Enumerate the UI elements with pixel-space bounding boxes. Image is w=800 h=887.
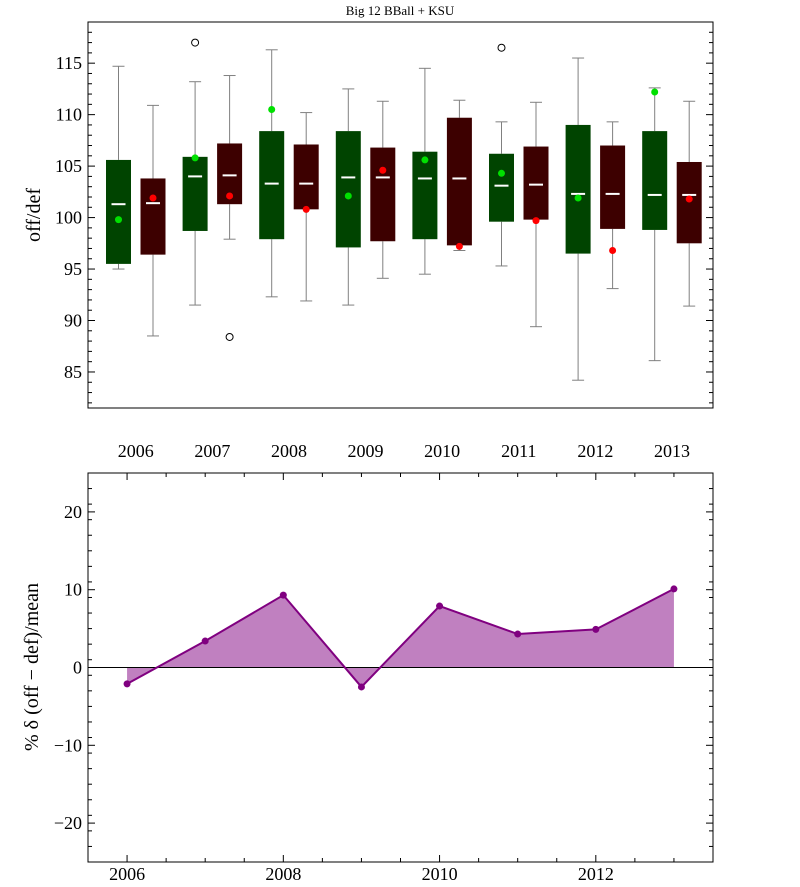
area-panel: −20 −10 0 10 20 2006 2008 2010 2012 % δ (off − d…: [21, 472, 714, 884]
box-body: [370, 147, 396, 242]
box-body: [335, 131, 361, 248]
box-2010-off: [412, 67, 438, 275]
data-point-2006: [123, 680, 131, 688]
outlier-point: [191, 38, 200, 47]
data-point-2011: [514, 630, 522, 638]
box-body: [642, 131, 668, 230]
y-tick-label: 85: [64, 362, 82, 382]
box-2006-off: [106, 65, 131, 270]
boxplot-marks: [106, 38, 702, 381]
x-category-label: 2006: [118, 441, 154, 461]
ksu-point: [115, 216, 122, 224]
box-body: [182, 156, 208, 231]
boxplot-panel: Big 12 BBall + KSU 85 90 95 100 105 110 115 200…: [23, 3, 714, 461]
box-2013-def: [676, 100, 702, 307]
ksu-point: [379, 166, 387, 174]
x-category-label: 2010: [424, 441, 460, 461]
box-body: [489, 153, 514, 222]
x-category-label: 2009: [348, 441, 384, 461]
box-2011-def: [523, 101, 549, 328]
x-category-label: 2011: [501, 441, 536, 461]
ksu-point: [532, 217, 540, 225]
y-tick-label: −20: [54, 813, 82, 833]
box-2007-def: [217, 75, 243, 341]
box-body: [293, 144, 319, 210]
outlier-point: [497, 43, 506, 52]
box-body: [140, 178, 166, 255]
box-body: [412, 151, 438, 240]
x-category-label: 2007: [194, 441, 230, 461]
box-body: [523, 146, 549, 220]
x-category-label: 2008: [271, 441, 307, 461]
ksu-point: [498, 169, 505, 177]
y-tick-label: −10: [54, 735, 82, 755]
x-category-label: 2012: [577, 441, 613, 461]
outlier-point: [225, 332, 234, 341]
data-point-2008: [279, 591, 287, 599]
box-2009-def: [370, 100, 396, 279]
ksu-point: [268, 105, 276, 113]
ksu-point: [651, 88, 659, 96]
x-tick-label: 2012: [578, 864, 614, 882]
area-fill: [127, 588, 674, 687]
y-tick-label: 90: [64, 311, 82, 331]
box-body: [259, 131, 285, 240]
ksu-point: [226, 192, 234, 200]
data-point-2010: [436, 602, 444, 610]
box-2010-def: [446, 99, 472, 252]
y-tick-label: 105: [55, 156, 82, 176]
box-2008-def: [293, 112, 319, 302]
data-point-2013: [670, 585, 678, 593]
ksu-point: [421, 156, 429, 164]
y-tick-label: 20: [64, 502, 82, 522]
box-2006-def: [140, 104, 166, 337]
x-tick-label: 2006: [109, 864, 145, 882]
area-ticks: −20 −10 0 10 20 2006 2008 2010 2012: [54, 473, 714, 884]
box-2007-off: [182, 38, 208, 306]
y-tick-label: 100: [55, 208, 82, 228]
box-2008-off: [259, 49, 285, 298]
x-tick-label: 2008: [265, 864, 301, 882]
ksu-point: [302, 205, 310, 213]
box-2011-off: [489, 43, 514, 267]
area-y-axis-label: % δ (off − def)/mean: [21, 583, 43, 751]
data-point-2007: [201, 637, 209, 645]
ksu-point: [455, 242, 463, 250]
ksu-point: [574, 194, 582, 202]
box-2012-def: [600, 121, 626, 290]
box-body: [446, 117, 472, 246]
y-tick-label: 95: [64, 259, 82, 279]
box-2013-off: [642, 87, 668, 362]
data-point-2012: [592, 625, 600, 633]
box-body: [600, 145, 626, 229]
box-2009-off: [335, 88, 361, 306]
series-line: [126, 588, 675, 689]
ksu-point: [685, 195, 693, 203]
y-tick-label: 115: [56, 53, 82, 73]
box-2012-off: [565, 57, 591, 381]
ksu-point: [609, 247, 617, 255]
ksu-point: [149, 194, 157, 202]
boxplot-ticks: 85 90 95 100 105 110 115 2006 2007 2008 2009 2010 20…: [55, 21, 713, 461]
boxplot-y-axis-label: off/def: [23, 188, 45, 242]
ksu-point: [191, 154, 199, 162]
y-tick-label: 10: [64, 580, 82, 600]
box-body: [676, 161, 702, 244]
y-tick-label: 0: [73, 658, 82, 678]
ksu-point: [344, 192, 352, 200]
x-tick-label: 2010: [422, 864, 458, 882]
boxplot-frame: [87, 21, 714, 409]
y-tick-label: 110: [56, 105, 82, 125]
chart-title: Big 12 BBall + KSU: [346, 3, 455, 18]
x-category-label: 2013: [654, 441, 690, 461]
area-marks: [88, 585, 713, 691]
data-point-2009: [357, 683, 365, 691]
box-body: [106, 159, 131, 264]
box-body: [565, 124, 591, 254]
